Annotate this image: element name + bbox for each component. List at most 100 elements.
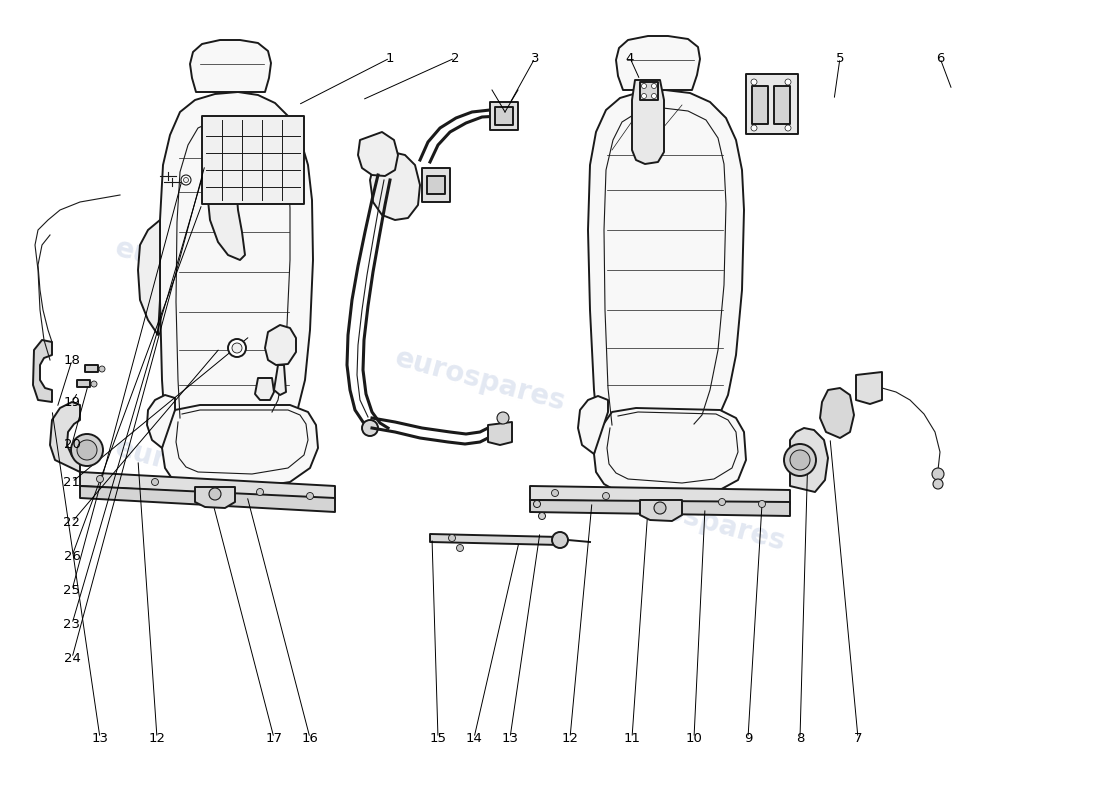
Circle shape [603, 493, 609, 499]
Text: 18: 18 [64, 354, 80, 366]
Text: 1: 1 [386, 51, 394, 65]
Text: 16: 16 [301, 731, 318, 745]
Circle shape [641, 94, 647, 98]
Circle shape [228, 339, 246, 357]
Text: 13: 13 [91, 731, 109, 745]
Circle shape [785, 79, 791, 85]
Text: 3: 3 [530, 51, 539, 65]
Circle shape [785, 125, 791, 131]
Polygon shape [632, 80, 664, 164]
Text: 20: 20 [64, 438, 80, 450]
Circle shape [307, 493, 314, 499]
Text: 14: 14 [465, 731, 483, 745]
Polygon shape [640, 82, 658, 100]
Text: 9: 9 [744, 731, 752, 745]
Polygon shape [358, 132, 398, 176]
Circle shape [933, 479, 943, 489]
Text: 11: 11 [624, 731, 640, 745]
Polygon shape [265, 325, 296, 365]
Text: eurospares: eurospares [111, 434, 288, 506]
Polygon shape [530, 500, 790, 516]
Text: 26: 26 [64, 550, 80, 562]
Circle shape [91, 381, 97, 387]
Circle shape [99, 366, 104, 372]
Text: 23: 23 [64, 618, 80, 630]
Polygon shape [85, 365, 98, 372]
Polygon shape [33, 340, 52, 402]
Circle shape [182, 175, 191, 185]
Polygon shape [578, 396, 608, 454]
Text: 12: 12 [148, 731, 165, 745]
Text: 24: 24 [64, 651, 80, 665]
Circle shape [751, 79, 757, 85]
Polygon shape [138, 220, 160, 335]
Polygon shape [490, 102, 518, 130]
Circle shape [497, 412, 509, 424]
Polygon shape [790, 428, 828, 492]
Circle shape [209, 488, 221, 500]
Text: 7: 7 [854, 731, 862, 745]
Text: 19: 19 [64, 395, 80, 409]
Polygon shape [207, 140, 245, 260]
Circle shape [97, 475, 103, 482]
Polygon shape [640, 500, 682, 521]
Polygon shape [202, 116, 304, 204]
Polygon shape [162, 405, 318, 488]
Polygon shape [746, 74, 798, 134]
Text: 5: 5 [836, 51, 845, 65]
Circle shape [552, 532, 568, 548]
Circle shape [751, 125, 757, 131]
Circle shape [184, 178, 188, 182]
Text: eurospares: eurospares [392, 344, 569, 416]
Text: 25: 25 [64, 583, 80, 597]
Polygon shape [774, 86, 790, 124]
Polygon shape [274, 365, 286, 395]
Circle shape [759, 501, 766, 507]
Circle shape [651, 94, 657, 98]
Text: eurospares: eurospares [111, 234, 288, 306]
Polygon shape [588, 90, 744, 432]
Polygon shape [80, 486, 336, 512]
Polygon shape [255, 378, 274, 400]
Polygon shape [752, 86, 768, 124]
Polygon shape [427, 176, 446, 194]
Polygon shape [530, 486, 790, 504]
Circle shape [362, 420, 378, 436]
Circle shape [449, 534, 455, 542]
Polygon shape [77, 380, 90, 387]
Circle shape [77, 440, 97, 460]
Circle shape [232, 343, 242, 353]
Circle shape [72, 434, 103, 466]
Text: 15: 15 [429, 731, 447, 745]
Polygon shape [147, 395, 175, 448]
Polygon shape [160, 92, 314, 428]
Polygon shape [488, 422, 512, 445]
Circle shape [718, 498, 726, 506]
Text: 8: 8 [795, 731, 804, 745]
Circle shape [256, 489, 264, 495]
Polygon shape [422, 168, 450, 202]
Polygon shape [430, 534, 560, 545]
Circle shape [551, 490, 559, 497]
Polygon shape [820, 388, 854, 438]
Circle shape [456, 545, 463, 551]
Circle shape [784, 444, 816, 476]
Polygon shape [616, 36, 700, 90]
Polygon shape [190, 40, 271, 92]
Polygon shape [594, 408, 746, 496]
Circle shape [534, 501, 540, 507]
Circle shape [539, 513, 546, 519]
Circle shape [932, 468, 944, 480]
Circle shape [152, 478, 158, 486]
Text: 6: 6 [936, 51, 944, 65]
Polygon shape [370, 152, 420, 220]
Text: 4: 4 [626, 51, 635, 65]
Circle shape [651, 83, 657, 89]
Text: 12: 12 [561, 731, 579, 745]
Polygon shape [50, 402, 80, 472]
Circle shape [790, 450, 810, 470]
Text: 22: 22 [64, 515, 80, 529]
Circle shape [641, 83, 647, 89]
Text: 17: 17 [265, 731, 283, 745]
Text: 13: 13 [502, 731, 518, 745]
